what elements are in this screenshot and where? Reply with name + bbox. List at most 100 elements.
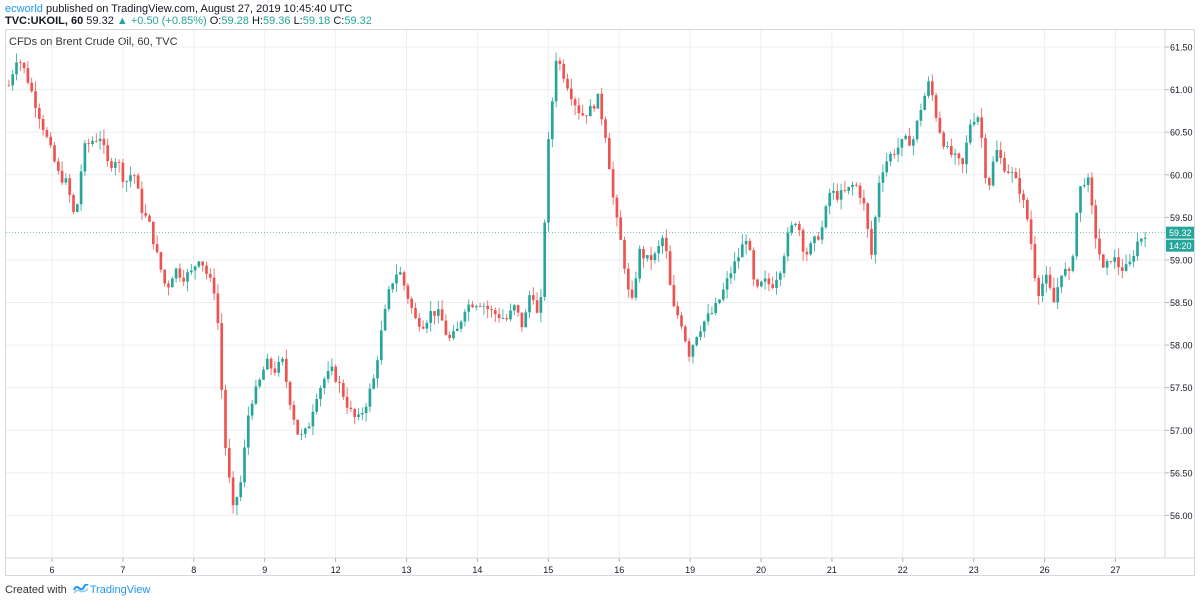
candle-body — [1128, 261, 1132, 265]
candle-body — [554, 60, 558, 102]
candle-body — [873, 217, 877, 255]
chart-title: CFDs on Brent Crude Oil, 60, TVC — [9, 36, 178, 48]
candle-body — [208, 273, 212, 278]
candle-body — [15, 62, 18, 75]
chart-frame[interactable] — [5, 29, 1195, 576]
created-with-label: Created with — [5, 584, 67, 596]
candle-body — [516, 305, 520, 313]
candle-body — [911, 139, 915, 146]
low-value: 59.18 — [302, 15, 331, 27]
candle-body — [372, 378, 376, 389]
candle-body — [562, 63, 566, 79]
candle-body — [1029, 219, 1033, 244]
candle-body — [794, 223, 797, 226]
x-tick-label: 7 — [120, 565, 125, 575]
candle-body — [790, 225, 794, 233]
candle-body — [1060, 275, 1063, 288]
candle-body — [767, 278, 771, 285]
candle-body — [953, 153, 957, 155]
candle-body — [155, 244, 159, 253]
x-tick-label: 26 — [1040, 565, 1050, 575]
candle-body — [1018, 178, 1022, 194]
candle-body — [433, 311, 436, 316]
candle-body — [197, 261, 201, 267]
candle-body — [258, 379, 262, 387]
candle-body — [832, 190, 835, 193]
candle-body — [949, 146, 953, 155]
candle-body — [159, 252, 163, 270]
countdown-tag-label: 14:20 — [1169, 241, 1192, 251]
candle-body — [205, 265, 208, 274]
candle-body — [296, 419, 300, 435]
candle-body — [680, 315, 683, 327]
candle-body — [1082, 185, 1086, 187]
candle-body — [588, 105, 592, 117]
candle-body — [243, 447, 246, 483]
candle-body — [334, 366, 338, 382]
candle-body — [174, 268, 178, 279]
candle-body — [1037, 278, 1041, 297]
author-link[interactable]: ecworld — [5, 3, 43, 15]
candle-body — [254, 386, 258, 404]
candle-body — [7, 85, 11, 87]
candle-body — [1120, 267, 1124, 271]
candle-body — [737, 257, 740, 262]
candle-body — [623, 239, 626, 269]
candle-body — [714, 303, 718, 314]
candle-body — [1010, 172, 1014, 174]
candle-body — [581, 113, 585, 116]
tradingview-link[interactable]: TradingView — [89, 584, 151, 596]
candle-body — [45, 130, 49, 137]
candle-body — [482, 305, 486, 307]
candle-body — [634, 278, 638, 298]
candle-body — [756, 279, 759, 287]
candle-body — [1117, 257, 1120, 268]
candle-body — [524, 312, 528, 328]
candle-body — [144, 212, 148, 216]
candle-body — [695, 337, 699, 346]
candle-body — [1079, 186, 1082, 213]
candle-body — [216, 293, 220, 324]
candle-body — [984, 137, 987, 179]
candle-body — [83, 143, 87, 172]
candle-body — [26, 68, 30, 83]
open-value: 59.28 — [221, 15, 249, 27]
candle-body — [547, 139, 550, 223]
candle-body — [1098, 238, 1101, 255]
candle-body — [140, 188, 144, 213]
candle-body — [702, 321, 706, 332]
candle-body — [440, 309, 444, 321]
candle-body — [550, 101, 554, 140]
candle-body — [1071, 256, 1075, 271]
high-value: 59.36 — [262, 15, 291, 27]
candle-body — [459, 321, 463, 329]
candle-body — [1075, 212, 1079, 257]
candle-body — [170, 278, 174, 288]
candle-body — [421, 326, 425, 329]
candle-body — [813, 236, 816, 244]
candle-body — [915, 120, 919, 140]
candle-body — [691, 345, 695, 357]
candle-body — [75, 204, 79, 212]
candle-body — [987, 178, 991, 186]
candle-body — [383, 308, 387, 331]
candle-body — [824, 206, 828, 228]
candle-body — [110, 161, 113, 168]
candle-body — [687, 341, 691, 357]
candle-body — [995, 149, 999, 162]
x-tick-label: 15 — [543, 565, 553, 575]
candle-body — [543, 222, 547, 297]
candle-body — [630, 289, 634, 298]
candle-body — [345, 396, 349, 408]
candle-body — [34, 91, 37, 109]
candle-body — [64, 178, 68, 183]
candle-body — [569, 88, 573, 100]
candle-body — [269, 358, 273, 369]
candle-body — [1143, 237, 1147, 239]
candle-body — [425, 322, 429, 329]
candle-body — [877, 182, 881, 218]
candle-body — [512, 305, 516, 311]
candle-body — [315, 399, 319, 412]
candle-body — [1132, 256, 1136, 262]
